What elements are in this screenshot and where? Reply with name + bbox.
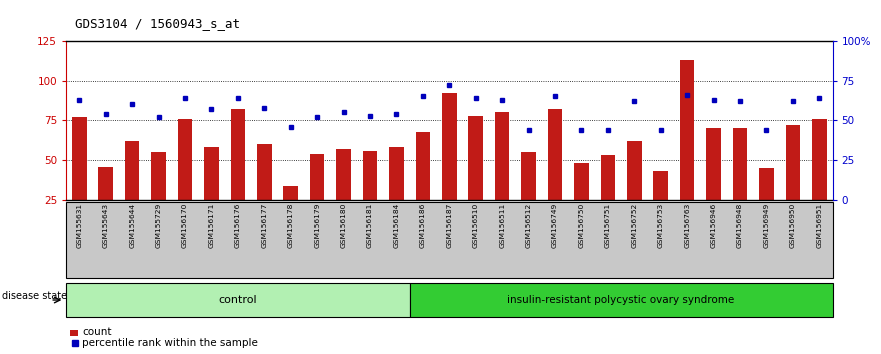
Text: GSM156187: GSM156187 — [447, 203, 452, 248]
Text: GSM155644: GSM155644 — [130, 203, 135, 248]
Bar — [125, 141, 139, 200]
Text: GSM156179: GSM156179 — [315, 203, 320, 248]
Text: GSM156751: GSM156751 — [605, 203, 611, 248]
Bar — [442, 93, 456, 200]
Bar — [469, 115, 483, 200]
Text: count: count — [82, 327, 111, 337]
Text: GSM155729: GSM155729 — [156, 203, 161, 248]
Bar — [178, 119, 192, 200]
Text: GSM156181: GSM156181 — [367, 203, 373, 248]
Text: control: control — [218, 295, 257, 305]
Text: disease state: disease state — [2, 291, 67, 301]
Bar — [574, 163, 589, 200]
Text: insulin-resistant polycystic ovary syndrome: insulin-resistant polycystic ovary syndr… — [507, 295, 735, 305]
Text: GSM156178: GSM156178 — [288, 203, 293, 248]
Bar — [284, 185, 298, 200]
Bar — [654, 171, 668, 200]
Text: GSM156177: GSM156177 — [262, 203, 267, 248]
Text: GSM156510: GSM156510 — [473, 203, 478, 248]
Bar — [601, 155, 615, 200]
Bar — [627, 141, 641, 200]
Text: GSM155631: GSM155631 — [77, 203, 82, 248]
Bar — [204, 147, 218, 200]
Text: GSM156752: GSM156752 — [632, 203, 637, 248]
Text: GSM156171: GSM156171 — [209, 203, 214, 248]
Text: GSM156950: GSM156950 — [790, 203, 796, 248]
Text: GSM156749: GSM156749 — [552, 203, 558, 248]
Bar — [72, 117, 86, 200]
Text: GSM156949: GSM156949 — [764, 203, 769, 248]
Text: GSM155643: GSM155643 — [103, 203, 108, 248]
Bar — [389, 147, 403, 200]
Text: GSM156512: GSM156512 — [526, 203, 531, 248]
Bar — [680, 60, 694, 200]
Text: GSM156763: GSM156763 — [685, 203, 690, 248]
Bar — [495, 113, 509, 200]
Text: GDS3104 / 1560943_s_at: GDS3104 / 1560943_s_at — [75, 17, 240, 30]
Bar — [257, 144, 271, 200]
Bar — [99, 166, 113, 200]
Text: GSM156951: GSM156951 — [817, 203, 822, 248]
Text: GSM156176: GSM156176 — [235, 203, 241, 248]
Bar — [337, 149, 351, 200]
Text: GSM156511: GSM156511 — [500, 203, 505, 248]
Bar — [310, 154, 324, 200]
Text: GSM156180: GSM156180 — [341, 203, 346, 248]
Text: GSM156753: GSM156753 — [658, 203, 663, 248]
Text: GSM156948: GSM156948 — [737, 203, 743, 248]
Text: GSM156750: GSM156750 — [579, 203, 584, 248]
Text: percentile rank within the sample: percentile rank within the sample — [82, 338, 258, 348]
Bar — [363, 151, 377, 200]
Bar — [152, 152, 166, 200]
Bar — [522, 152, 536, 200]
Bar — [759, 168, 774, 200]
Text: GSM156170: GSM156170 — [182, 203, 188, 248]
Bar — [733, 128, 747, 200]
Bar — [416, 131, 430, 200]
Text: GSM156186: GSM156186 — [420, 203, 426, 248]
Bar — [231, 109, 245, 200]
Bar — [812, 119, 826, 200]
Bar — [786, 125, 800, 200]
Bar — [548, 109, 562, 200]
Text: GSM156946: GSM156946 — [711, 203, 716, 248]
Text: GSM156184: GSM156184 — [394, 203, 399, 248]
Bar — [707, 128, 721, 200]
